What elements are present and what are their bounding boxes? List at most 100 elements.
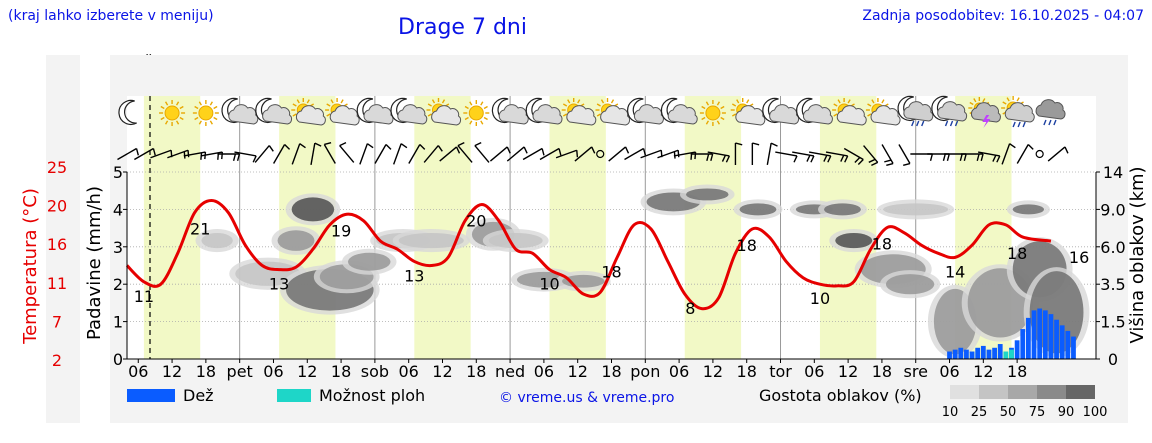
sun-cloud-icon xyxy=(325,98,360,126)
temp-tick-label: 20 xyxy=(47,197,67,216)
cloud-height-axis-title: Višina oblakov (km) xyxy=(1127,166,1148,343)
temp-tick-label: 7 xyxy=(52,312,62,331)
rain-bar xyxy=(1014,340,1020,359)
x-tick-label: 06 xyxy=(939,362,959,381)
cloud-density-tick: 25 xyxy=(971,405,988,420)
daylight-band xyxy=(143,96,201,359)
wind-barb xyxy=(1016,143,1034,164)
x-tick-label: sre xyxy=(904,362,928,381)
wind-barb xyxy=(1035,149,1044,159)
x-tick-label: 18 xyxy=(331,362,351,381)
location-hint-link[interactable]: (kraj lahko izberete v meniju) xyxy=(8,8,214,24)
moon-cloud-icon xyxy=(356,97,394,125)
wind-barb xyxy=(234,151,257,163)
cloud-density-swatch xyxy=(1008,385,1037,399)
rain-bar xyxy=(952,349,958,359)
wind-barb xyxy=(439,146,461,162)
wind-barb xyxy=(117,147,140,161)
cloud-layer xyxy=(1012,204,1045,215)
wind-barb xyxy=(775,151,798,163)
sun-cloud-icon xyxy=(426,98,462,126)
wind-barb xyxy=(978,151,1001,163)
x-tick-label: 18 xyxy=(1007,362,1027,381)
weather-icon-row xyxy=(118,95,1066,128)
x-tick-label: pet xyxy=(227,362,253,381)
cloud-layer xyxy=(291,197,335,222)
rain-bar xyxy=(947,351,952,359)
temperature-label: 18 xyxy=(737,236,757,255)
temperature-label: 11 xyxy=(134,287,154,306)
x-tick-label: 12 xyxy=(162,362,182,381)
temperature-label: 19 xyxy=(331,221,351,240)
wind-barb xyxy=(522,147,545,161)
sun-cloud-icon xyxy=(730,98,766,126)
daylight-band xyxy=(819,96,877,359)
x-tick-label: 12 xyxy=(703,362,723,381)
precip-tick-label: 3 xyxy=(113,238,123,257)
sun-cloud-icon xyxy=(291,98,326,126)
wind-barb xyxy=(254,145,274,163)
cloud-density-tick: 50 xyxy=(1000,405,1017,420)
wind-barb xyxy=(881,144,894,167)
sun-icon xyxy=(192,100,219,126)
left-axis-panel xyxy=(46,55,80,423)
x-tick-label: 06 xyxy=(804,362,824,381)
wind-barb xyxy=(792,151,815,163)
temp-tick-label: 16 xyxy=(47,235,67,254)
sun-cloud-icon xyxy=(865,98,901,126)
storm-bar xyxy=(1009,349,1014,359)
storm-icon xyxy=(968,97,1001,128)
wind-barb xyxy=(374,143,392,164)
wind-barb-row xyxy=(117,141,1069,167)
moon-cloud-icon xyxy=(525,97,563,125)
cloud-density-tick: 10 xyxy=(942,405,959,420)
precip-tick-label: 5 xyxy=(113,163,123,182)
moon-rain-icon xyxy=(897,95,934,127)
temperature-label: 18 xyxy=(872,234,892,253)
rain-bar xyxy=(980,345,986,359)
rain-bar xyxy=(992,347,997,359)
cloud-height-tick-label: 9.0 xyxy=(1100,200,1125,219)
cloud-layer xyxy=(883,203,949,216)
cloud-density-label: Gostota oblakov (%) xyxy=(759,386,922,405)
temperature-label: 18 xyxy=(1007,244,1027,263)
wind-barb xyxy=(217,153,241,161)
sun-icon xyxy=(463,100,490,126)
precip-tick-label: 0 xyxy=(113,350,123,369)
wind-barb xyxy=(457,141,473,163)
last-update-text: Zadnja posodobitev: 16.10.2025 - 04:07 xyxy=(862,8,1144,24)
wind-barb xyxy=(392,143,408,165)
x-tick-label: 12 xyxy=(568,362,588,381)
rain-bar xyxy=(986,349,992,359)
wind-barb xyxy=(624,147,647,161)
daylight-band xyxy=(549,96,606,359)
wind-barb xyxy=(506,146,528,162)
cloud-layer xyxy=(235,261,301,286)
moon-clear-icon xyxy=(118,99,137,126)
rain-bar xyxy=(1054,319,1059,359)
cloud-layer xyxy=(201,232,233,249)
temperature-label: 20 xyxy=(466,212,486,231)
precip-axis-title: Padavine (mm/h) xyxy=(84,186,105,340)
temperature-label: 13 xyxy=(404,266,424,285)
x-tick-label: 18 xyxy=(872,362,892,381)
rain-bar xyxy=(1026,317,1031,359)
wind-barb xyxy=(134,147,156,161)
cloud-height-tick-label: 1.5 xyxy=(1100,313,1125,332)
rain-bar xyxy=(997,344,1003,359)
wind-barb xyxy=(555,149,579,159)
precip-tick-label: 2 xyxy=(113,275,123,294)
plot-area: 11 21 13 19 13 20 10 18 8 18 10 18 14 18 16 xyxy=(125,184,1090,359)
wind-barb xyxy=(961,153,984,161)
x-tick-label: ned xyxy=(495,362,525,381)
cloud-layer xyxy=(835,232,873,249)
rain-bar xyxy=(1042,310,1048,359)
cloud-height-tick-label: 14 xyxy=(1103,163,1123,182)
wind-barb xyxy=(1001,143,1016,165)
wind-barb xyxy=(408,143,426,164)
x-tick-label: 06 xyxy=(534,362,554,381)
rain-bar xyxy=(1020,329,1026,359)
temperature-label: 18 xyxy=(601,262,621,281)
